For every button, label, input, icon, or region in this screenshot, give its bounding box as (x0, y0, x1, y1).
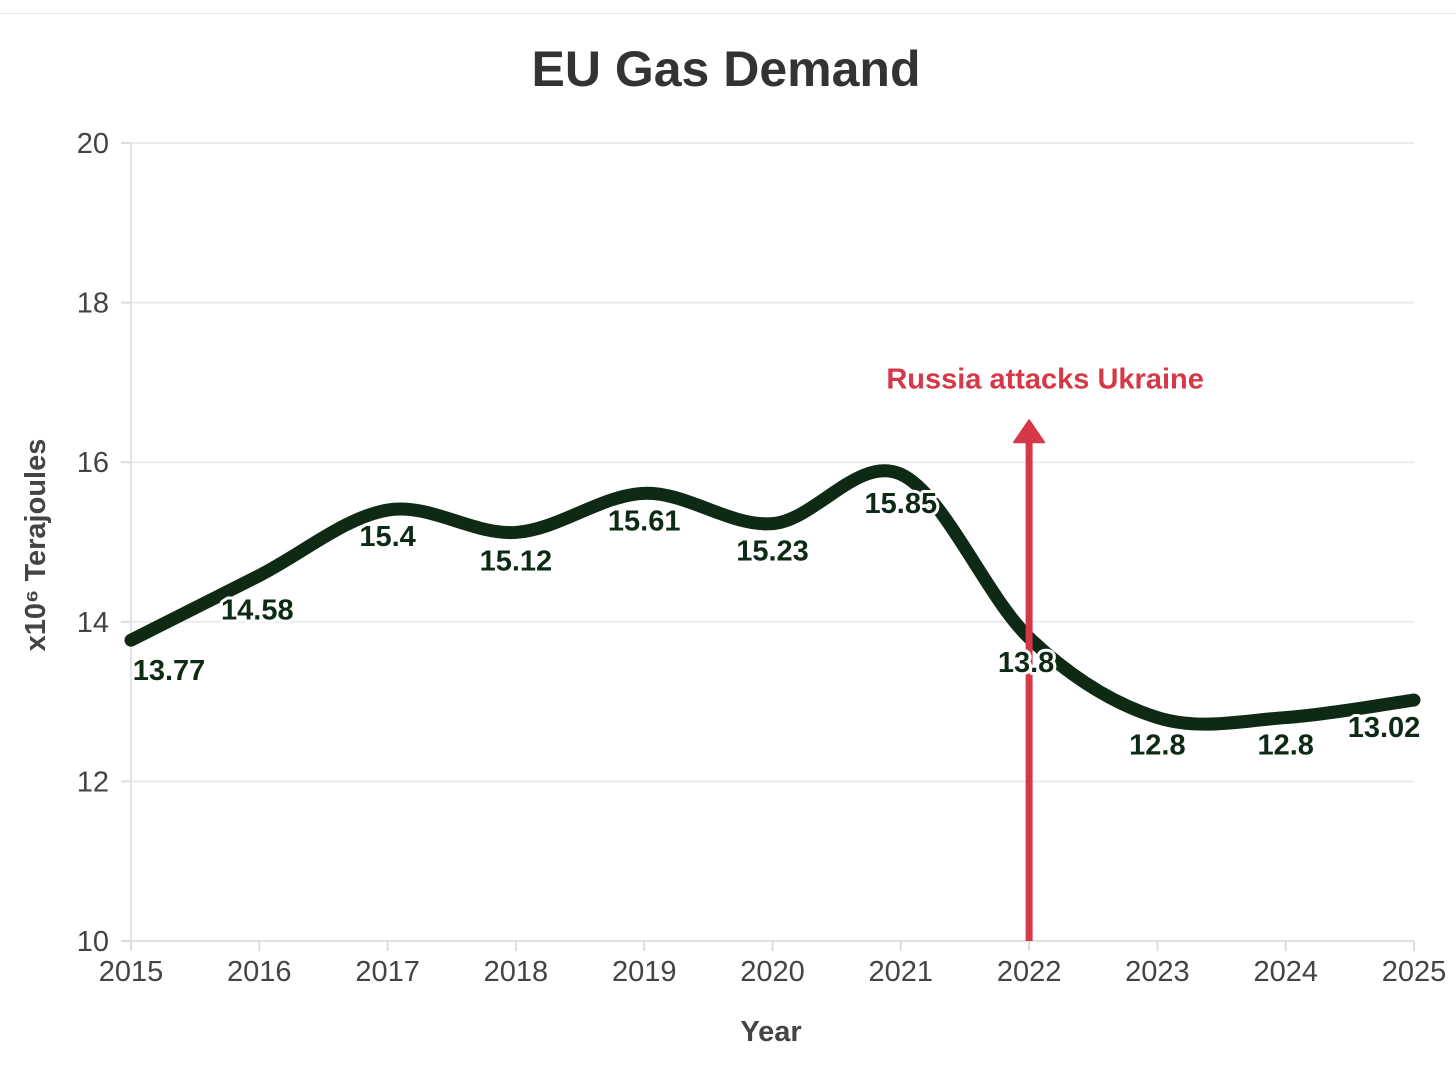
x-tick-label: 2019 (612, 956, 677, 988)
x-tick-label: 2018 (484, 956, 549, 988)
data-label: 15.61 (608, 505, 681, 537)
y-axis-ticks: 10 12 14 16 18 20 (77, 128, 131, 958)
x-tick-label: 2020 (740, 956, 805, 988)
x-tick-label: 2017 (355, 956, 420, 988)
y-tick-label: 20 (77, 128, 109, 160)
data-label: 15.12 (480, 545, 553, 577)
x-tick-label: 2016 (227, 956, 292, 988)
x-tick-label: 2024 (1253, 956, 1318, 988)
data-label: 13.77 (133, 655, 206, 687)
y-tick-label: 12 (77, 766, 109, 798)
data-labels: 13.77 14.58 15.4 15.12 15.61 15.23 15.85 13.8 12… (130, 485, 1424, 764)
x-tick-label: 2021 (869, 956, 934, 988)
x-tick-label: 2015 (99, 956, 164, 988)
data-label: 12.8 (1129, 730, 1185, 762)
series-group (124, 464, 1421, 731)
data-label: 15.4 (359, 521, 415, 553)
data-label: 12.8 (1257, 730, 1313, 762)
y-tick-label: 16 (77, 447, 109, 479)
chart-title: EU Gas Demand (531, 41, 920, 97)
y-axis-title: x10⁶ Terajoules (20, 439, 52, 652)
y-tick-label: 18 (77, 288, 109, 320)
data-label: 13.02 (1348, 712, 1421, 744)
x-tick-label: 2023 (1125, 956, 1190, 988)
annotation-arrow-head (1013, 419, 1046, 444)
annotation-label: Russia attacks Ukraine (886, 363, 1204, 395)
x-axis-title: Year (740, 1016, 801, 1048)
x-tick-label: 2022 (997, 956, 1062, 988)
annotation-group: Russia attacks Ukraine (886, 363, 1204, 941)
data-label: 15.85 (865, 488, 938, 520)
data-label: 13.8 (998, 647, 1054, 679)
y-tick-label: 14 (77, 607, 109, 639)
series-line (124, 464, 1421, 731)
data-label: 15.23 (736, 536, 809, 568)
x-tick-label: 2025 (1382, 956, 1447, 988)
top-divider (0, 13, 1456, 14)
data-label: 14.58 (221, 595, 294, 627)
x-axis-ticks: 2015 2016 2017 2018 2019 2020 2021 2022 2023 2024… (99, 941, 1447, 988)
y-tick-label: 10 (77, 926, 109, 958)
gridlines (131, 142, 1414, 942)
